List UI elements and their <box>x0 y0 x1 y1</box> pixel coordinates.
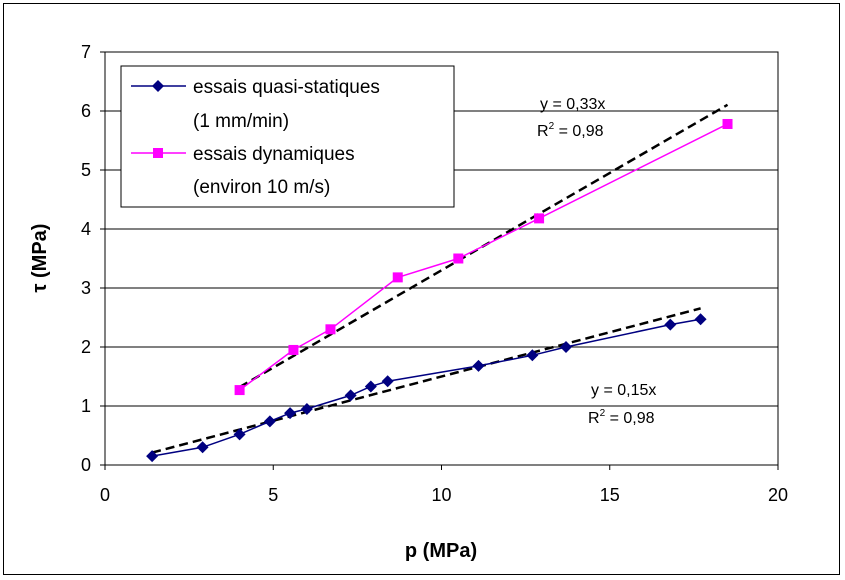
y-tick-label: 1 <box>81 396 91 416</box>
data-point <box>472 359 485 372</box>
trendline-equation-dynamic: y = 0,33x <box>540 96 605 113</box>
y-tick-label: 0 <box>81 455 91 475</box>
legend-label-dynamic: essais dynamiques <box>193 144 355 165</box>
y-tick-label: 6 <box>81 101 91 121</box>
x-axis-title: p (MPa) <box>405 540 477 562</box>
trendline-r2-dynamic: R2 = 0,98 <box>537 121 604 140</box>
data-point <box>722 118 733 129</box>
data-point <box>325 324 336 335</box>
y-axis-title: τ (MPa) <box>29 224 51 293</box>
legend-marker-dynamic <box>153 148 163 158</box>
legend-label-dynamic-line2: (environ 10 m/s) <box>193 177 330 198</box>
data-point <box>288 344 299 355</box>
data-point <box>300 402 313 415</box>
data-point <box>196 441 209 454</box>
y-tick-labels: 0 1 2 3 4 5 6 7 <box>81 42 105 475</box>
legend-label-quasistatic: essais quasi-statiques <box>193 77 380 98</box>
y-tick-label: 7 <box>81 42 91 62</box>
data-point <box>263 415 276 428</box>
data-point <box>560 341 573 353</box>
data-point <box>233 428 246 441</box>
legend-marker-quasistatic <box>152 80 164 92</box>
data-point <box>664 318 677 331</box>
x-tick-label: 0 <box>100 485 110 505</box>
trendline-r2-quasistatic: R2 = 0,98 <box>588 408 655 427</box>
data-point <box>284 407 297 420</box>
legend: essais quasi-statiques (1 mm/min) essais… <box>120 65 455 208</box>
trendline-equation-quasistatic: y = 0,15x <box>591 382 656 399</box>
trendline <box>151 307 701 454</box>
data-point <box>392 272 403 283</box>
data-point <box>453 253 464 264</box>
data-point <box>526 349 539 362</box>
data-point <box>146 450 159 463</box>
x-tick-label: 5 <box>268 485 278 505</box>
data-point <box>694 313 707 326</box>
legend-box <box>120 65 455 208</box>
series-group <box>146 118 733 463</box>
data-point <box>234 385 245 396</box>
x-tick-label: 10 <box>431 485 451 505</box>
trendline-annotation-quasistatic: y = 0,15x R2 = 0,98 <box>588 382 656 427</box>
trendline-annotation-dynamic: y = 0,33x R2 = 0,98 <box>537 96 605 140</box>
y-tick-label: 4 <box>81 219 91 239</box>
legend-label-quasistatic-line2: (1 mm/min) <box>193 111 289 132</box>
x-tick-label: 15 <box>600 485 620 505</box>
data-point <box>364 380 377 393</box>
x-tick-labels: 0 5 10 15 20 <box>100 465 788 505</box>
series-line <box>151 318 701 457</box>
data-point <box>344 389 357 402</box>
series-dynamic <box>234 118 733 396</box>
data-point <box>534 213 545 224</box>
y-tick-label: 5 <box>81 160 91 180</box>
data-point <box>381 375 394 388</box>
x-tick-label: 20 <box>768 485 788 505</box>
series-quasistatic <box>146 313 707 463</box>
y-tick-label: 2 <box>81 337 91 357</box>
y-tick-label: 3 <box>81 278 91 298</box>
